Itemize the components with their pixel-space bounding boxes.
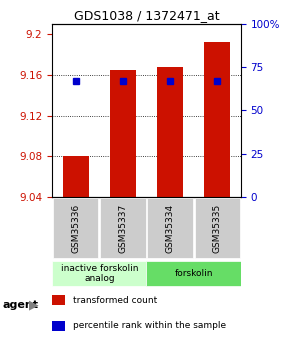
Bar [157,67,183,197]
Text: transformed count: transformed count [73,296,157,305]
Text: percentile rank within the sample: percentile rank within the sample [73,321,226,330]
Bar [204,42,230,197]
FancyBboxPatch shape [147,198,193,258]
Text: forskolin: forskolin [174,269,213,278]
Text: GSM35337: GSM35337 [118,204,127,253]
FancyBboxPatch shape [195,198,240,258]
Text: GSM35336: GSM35336 [71,204,80,253]
Bar [63,156,89,197]
Bar [52,321,65,331]
FancyBboxPatch shape [52,261,146,286]
Text: inactive forskolin
analog: inactive forskolin analog [61,264,138,284]
FancyBboxPatch shape [100,198,146,258]
Text: ▶: ▶ [29,299,39,312]
Bar [52,295,65,305]
Title: GDS1038 / 1372471_at: GDS1038 / 1372471_at [74,9,219,22]
Text: GSM35335: GSM35335 [213,204,222,253]
Bar [110,70,136,197]
FancyBboxPatch shape [53,198,98,258]
Text: GSM35334: GSM35334 [166,204,175,253]
FancyBboxPatch shape [146,261,241,286]
Text: agent: agent [3,300,39,310]
